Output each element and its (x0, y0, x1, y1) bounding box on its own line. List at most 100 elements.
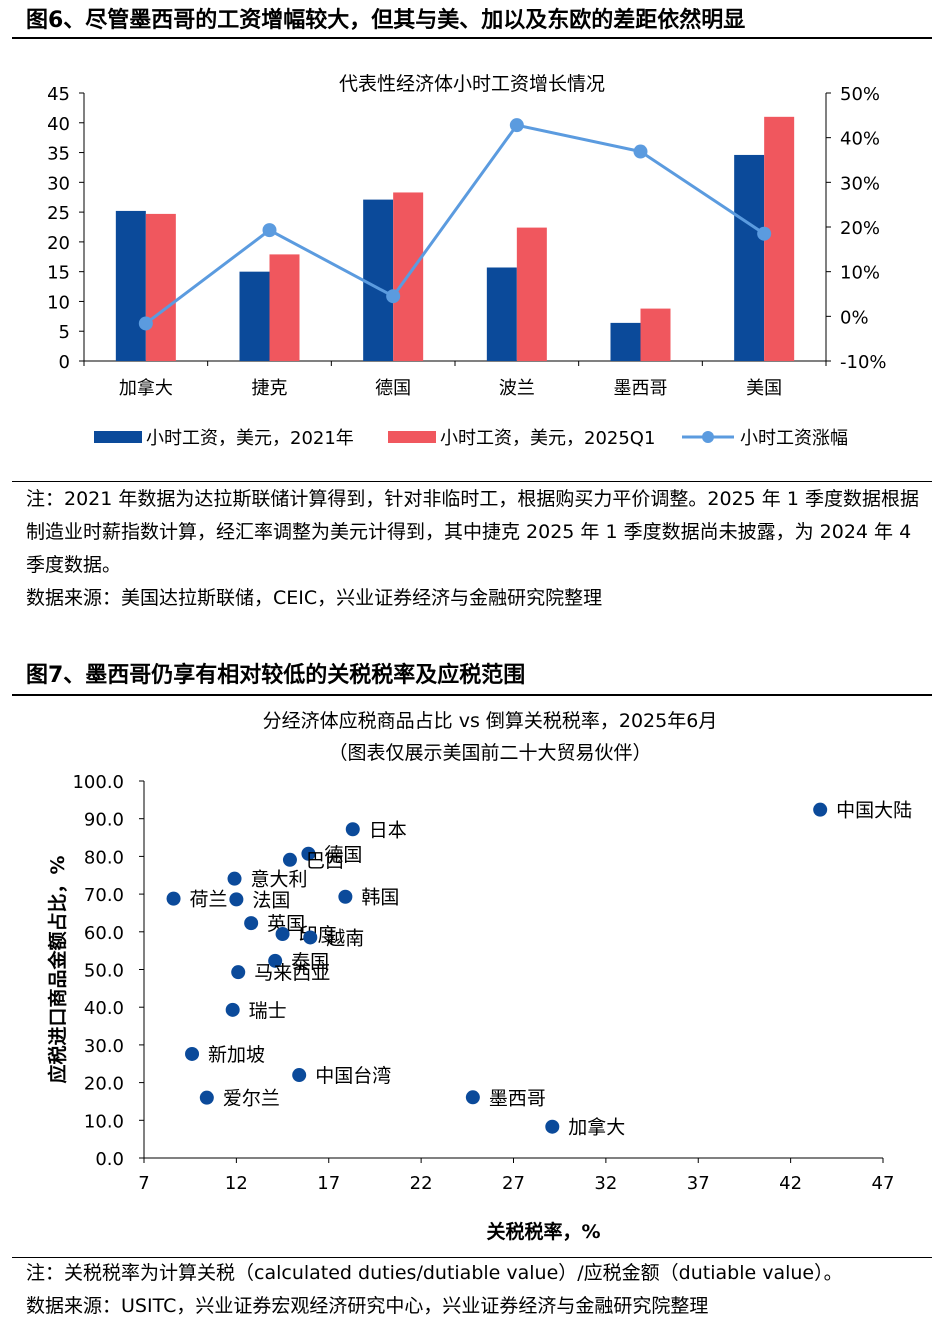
fig6-top-rule (12, 37, 932, 39)
point-label: 韩国 (361, 887, 399, 909)
scatter-point (345, 822, 360, 837)
left-tick-label: 15 (47, 263, 70, 284)
point-label: 巴西 (306, 850, 344, 872)
point-label: 中国大陆 (836, 800, 912, 822)
bar-2021 (239, 271, 270, 361)
wage-growth-chart: 代表性经济体小时工资增长情况 0 5 10 15 20 25 30 35 40 45 -10% 0% 1… (47, 73, 886, 449)
scatter-point (225, 1002, 240, 1017)
legend-marker (702, 431, 714, 443)
point-label: 法国 (252, 889, 290, 911)
scatter-point (275, 927, 290, 942)
scatter-point (166, 891, 181, 906)
scatter-point (282, 852, 297, 867)
bar-2025q1 (640, 308, 671, 361)
chart1-line (138, 118, 772, 331)
scatter-point (231, 965, 246, 980)
scatter-point (227, 871, 242, 886)
y-tick-label: 40.0 (84, 998, 124, 1019)
point-label: 越南 (326, 927, 364, 949)
chart1-bars (115, 116, 795, 361)
x-axis-title: 关税税率，% (486, 1220, 600, 1243)
fig7-note: 注：关税税率为计算关税（calculated duties/dutiable v… (26, 1262, 843, 1284)
right-tick-label: 10% (840, 263, 880, 284)
chart2-axes: 0.0 10.0 20.0 30.0 40.0 50.0 60.0 70.0 80.0 90.0 1… (46, 772, 894, 1243)
x-tick-label: 22 (410, 1173, 433, 1194)
right-tick-label: -10% (840, 352, 887, 373)
left-tick-label: 30 (47, 173, 70, 194)
y-tick-label: 0.0 (95, 1149, 124, 1170)
right-tick-label: 0% (840, 307, 869, 328)
y-tick-label: 20.0 (84, 1074, 124, 1095)
point-label: 墨西哥 (489, 1087, 546, 1109)
bar-2021 (610, 322, 641, 361)
left-tick-label: 25 (47, 203, 70, 224)
right-tick-label: 20% (840, 218, 880, 239)
fig6-source: 数据来源：美国达拉斯联储，CEIC，兴业证券经济与金融研究院整理 (26, 587, 603, 609)
y-tick-label: 60.0 (84, 923, 124, 944)
scatter-point (545, 1119, 560, 1134)
scatter-point (244, 916, 259, 931)
scatter-point (268, 953, 283, 968)
legend-swatch (94, 431, 142, 443)
fig6-bottom-rule (12, 481, 932, 482)
category-label: 捷克 (252, 378, 288, 399)
right-tick-label: 40% (840, 129, 880, 150)
legend-label: 小时工资，美元，2025Q1 (440, 428, 655, 449)
category-label: 墨西哥 (614, 378, 668, 399)
chart2-title: 分经济体应税商品占比 vs 倒算关税税率，2025年6月 (263, 710, 718, 732)
fig6-notes: 注：2021 年数据为达拉斯联储计算得到，针对非临时工，根据购买力平价调整。20… (26, 483, 926, 615)
point-label: 中国台湾 (315, 1065, 391, 1087)
x-tick-label: 27 (502, 1173, 525, 1194)
point-label: 意大利 (251, 869, 308, 891)
growth-marker (509, 118, 524, 133)
growth-marker (262, 223, 277, 238)
x-tick-label: 7 (138, 1173, 149, 1194)
x-tick-label: 32 (594, 1173, 617, 1194)
fig6-heading: 图6、尽管墨西哥的工资增幅较大，但其与美、加以及东欧的差距依然明显 (26, 8, 746, 33)
point-label: 英国 (267, 913, 305, 935)
chart1-axes: 0 5 10 15 20 25 30 35 40 45 -10% 0% 10% 20% 30% 40% 50% 加… (47, 84, 886, 399)
point-label: 日本 (369, 819, 407, 841)
legend-label: 小时工资，美元，2021年 (146, 428, 354, 449)
point-label: 新加坡 (208, 1044, 265, 1066)
scatter-point (303, 930, 318, 945)
fig7-top-rule (12, 694, 932, 696)
fig7-source: 数据来源：USITC，兴业证券宏观经济研究中心，兴业证券经济与金融研究院整理 (26, 1295, 709, 1317)
growth-marker (386, 289, 401, 304)
x-tick-label: 17 (317, 1173, 340, 1194)
left-tick-label: 0 (59, 352, 70, 373)
point-label: 德国 (324, 844, 362, 866)
x-tick-label: 47 (872, 1173, 895, 1194)
fig7-heading: 图7、墨西哥仍享有相对较低的关税税率及应税范围 (26, 663, 526, 688)
left-tick-label: 20 (47, 233, 70, 254)
scatter-point (465, 1090, 480, 1105)
chart1-legend: 小时工资，美元，2021年 小时工资，美元，2025Q1 小时工资涨幅 (94, 428, 848, 449)
left-tick-label: 40 (47, 114, 70, 135)
chart1-title: 代表性经济体小时工资增长情况 (339, 73, 605, 95)
category-label: 加拿大 (119, 377, 173, 399)
bar-2025q1 (145, 213, 176, 361)
left-tick-label: 45 (47, 84, 70, 105)
bar-2025q1 (269, 254, 300, 361)
right-tick-label: 30% (840, 173, 880, 194)
point-label: 瑞士 (249, 1000, 287, 1022)
point-label: 爱尔兰 (223, 1088, 280, 1110)
growth-marker (138, 316, 153, 331)
category-label: 德国 (375, 378, 411, 399)
y-tick-label: 30.0 (84, 1036, 124, 1057)
x-tick-label: 42 (779, 1173, 802, 1194)
x-tick-label: 12 (225, 1173, 248, 1194)
y-tick-label: 80.0 (84, 847, 124, 868)
scatter-point (301, 846, 316, 861)
legend-label: 小时工资涨幅 (740, 428, 848, 449)
bar-2021 (363, 199, 394, 361)
y-axis-title: 应税进口商品金额占比，% (46, 855, 69, 1083)
point-label: 马来西亚 (254, 962, 330, 984)
y-tick-label: 50.0 (84, 961, 124, 982)
x-tick-label: 37 (687, 1173, 710, 1194)
scatter-point (292, 1068, 307, 1083)
left-tick-label: 10 (47, 292, 70, 313)
scatter-point (185, 1046, 200, 1061)
category-label: 美国 (746, 378, 782, 399)
scatter-point (813, 802, 828, 817)
